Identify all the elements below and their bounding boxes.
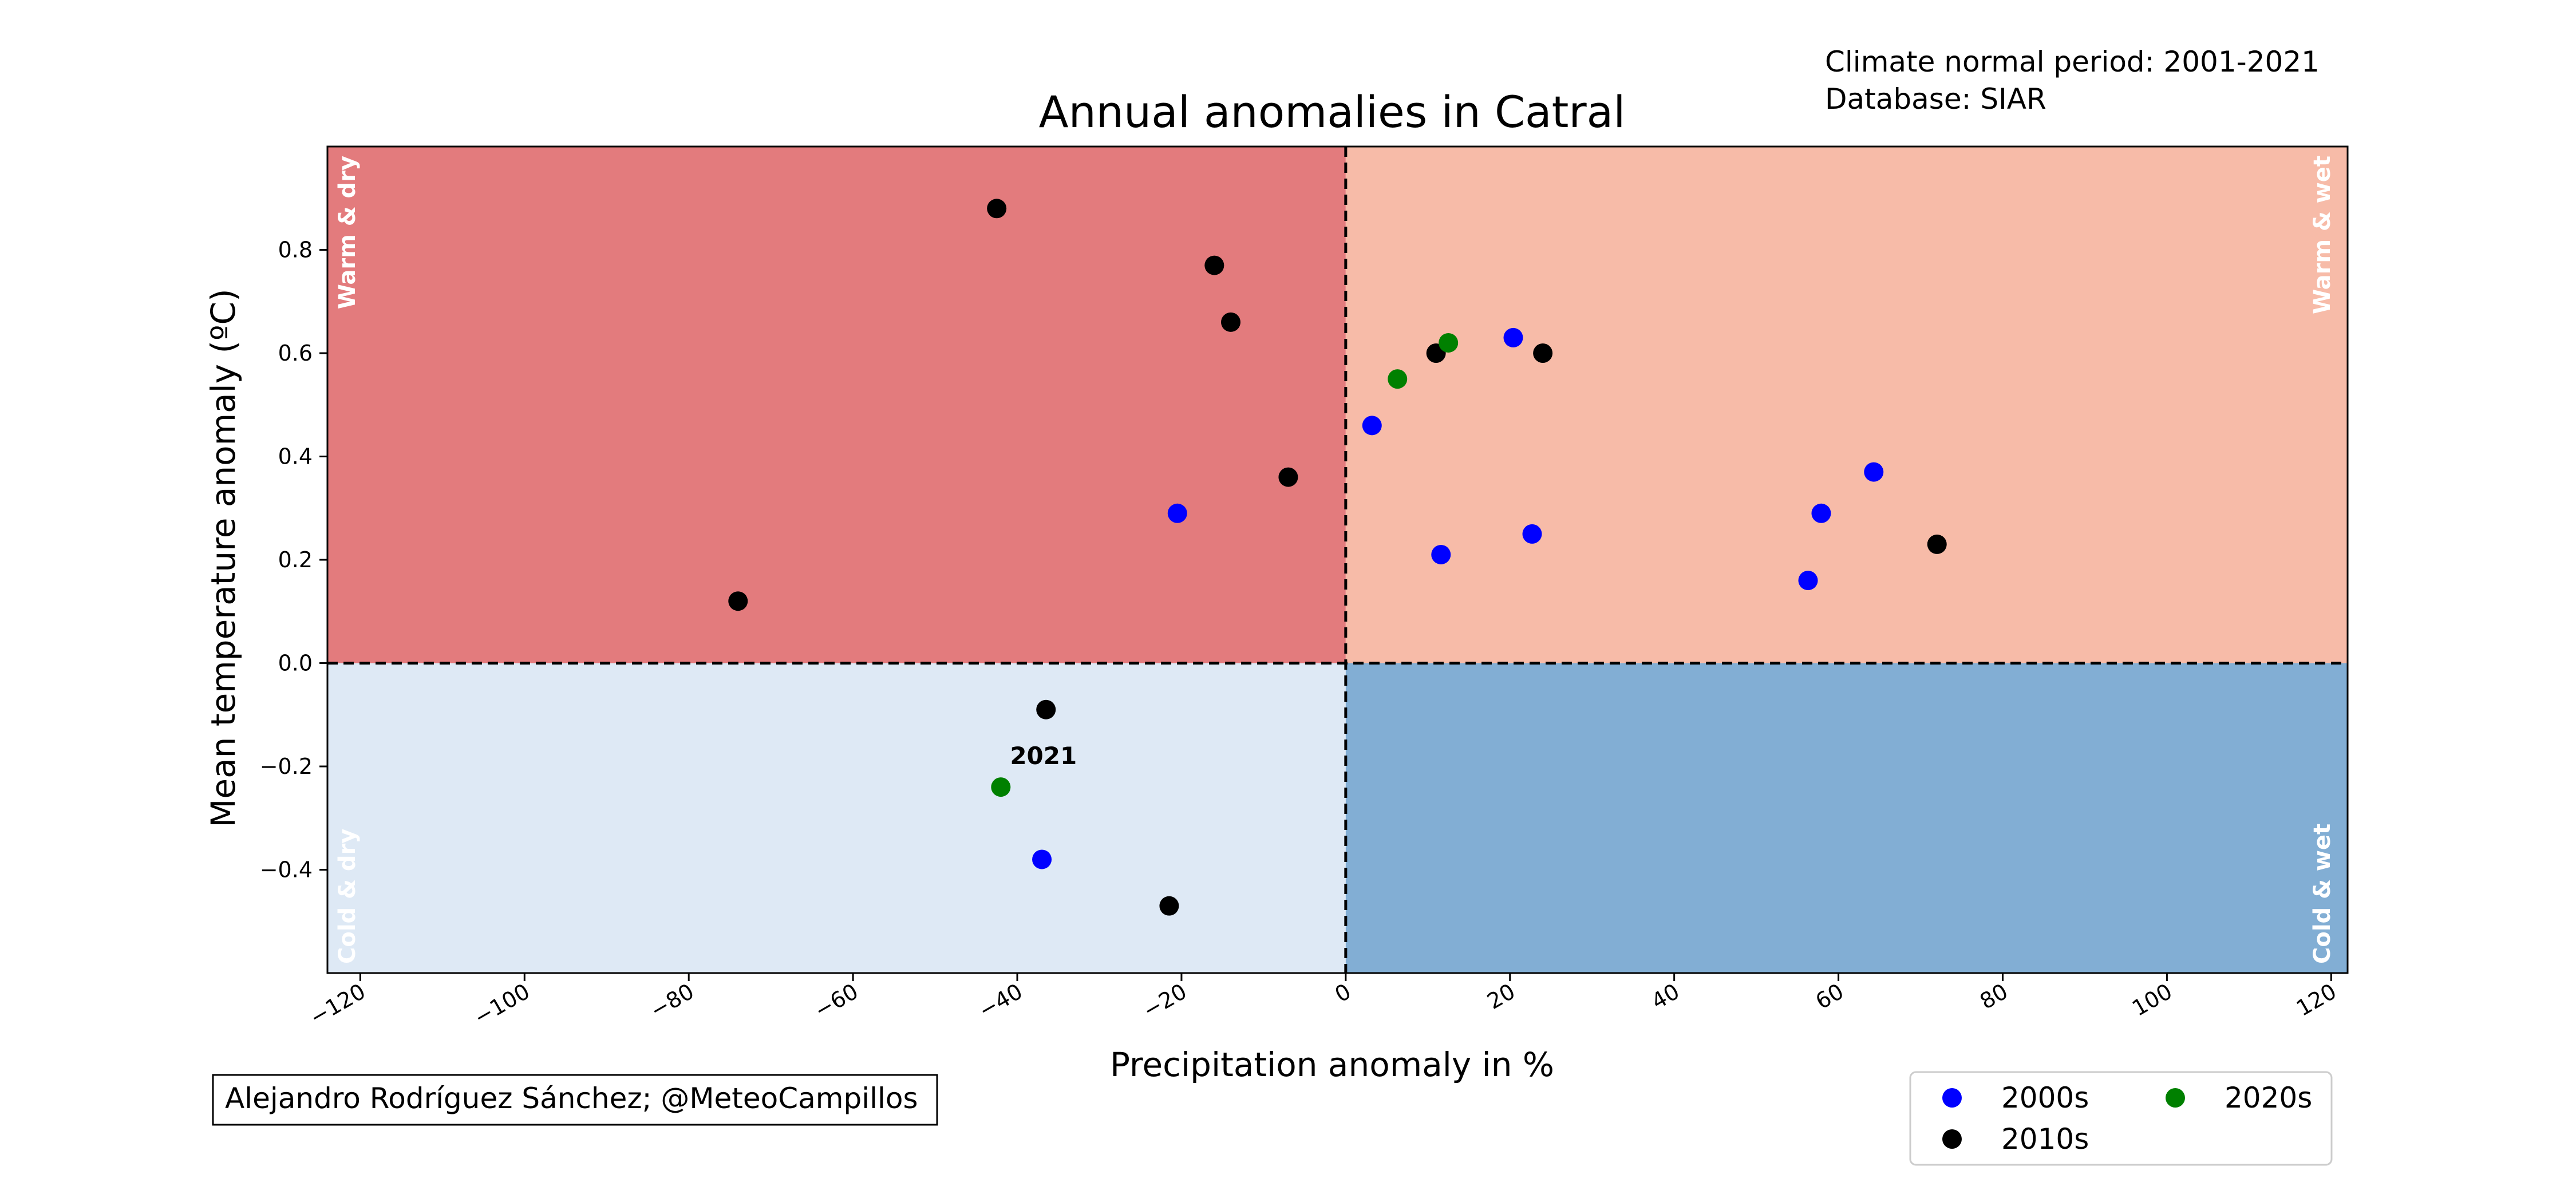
point-2020s — [991, 777, 1011, 797]
x-tick-label: −120 — [305, 979, 369, 1030]
x-tick-label: 60 — [1811, 979, 1848, 1014]
point-2020s — [1439, 333, 1459, 353]
y-axis-ticks: −0.4 −0.2 0.0 0.2 0.4 0.6 0.8 — [260, 238, 327, 883]
point-annotation: 2021 — [1010, 742, 1077, 770]
legend-marker-2020s — [2166, 1088, 2185, 1108]
x-tick-label: −20 — [1139, 979, 1191, 1023]
quadrant-label: Cold & wet — [2309, 824, 2336, 964]
quadrant-label: Warm & wet — [2309, 156, 2336, 314]
point-2010s — [1204, 255, 1224, 275]
point-2010s — [1927, 534, 1947, 554]
data-points — [728, 199, 1947, 916]
y-axis-label: Mean temperature anomaly (ºC) — [204, 288, 243, 827]
credit-box — [212, 1074, 938, 1126]
legend: 2000s 2010s 2020s — [1909, 1071, 2333, 1166]
point-2010s — [728, 591, 748, 611]
point-2010s — [1533, 343, 1553, 363]
x-tick-label: −40 — [974, 979, 1026, 1023]
y-tick-label: 0.0 — [278, 651, 313, 676]
x-tick-label: 120 — [2292, 979, 2341, 1021]
x-axis-label: Precipitation anomaly in % — [1110, 1045, 1554, 1084]
quadrant-labels: Warm & dry Warm & wet Cold & dry Cold & wet — [334, 156, 2336, 964]
point-2010s — [987, 199, 1007, 219]
y-tick-label: 0.4 — [278, 444, 313, 469]
quadrant-warm-dry — [327, 147, 1346, 663]
x-tick-label: −80 — [646, 979, 698, 1023]
x-tick-label: −60 — [810, 979, 862, 1023]
legend-box — [1909, 1071, 2333, 1166]
point-2000s — [1503, 327, 1523, 347]
y-tick-label: 0.8 — [278, 238, 313, 263]
legend-marker-2010s — [1942, 1129, 1962, 1149]
quadrant-label: Cold & dry — [334, 829, 361, 964]
point-2000s — [1431, 544, 1451, 564]
legend-label-2010s: 2010s — [2001, 1122, 2089, 1156]
point-2010s — [1278, 467, 1298, 487]
point-2010s — [1159, 896, 1179, 916]
quadrant-backgrounds — [327, 147, 2348, 973]
point-2000s — [1032, 849, 1052, 869]
point-2010s — [1221, 312, 1241, 332]
x-tick-label: 20 — [1483, 979, 1519, 1014]
x-tick-label: −100 — [469, 979, 534, 1030]
x-tick-label: 80 — [1976, 979, 2012, 1014]
point-2000s — [1798, 571, 1818, 591]
point-2000s — [1167, 503, 1187, 523]
legend-marker-2000s — [1942, 1088, 1962, 1108]
point-2010s — [1036, 699, 1056, 719]
x-tick-label: 100 — [2128, 979, 2176, 1021]
y-tick-label: −0.2 — [260, 754, 313, 779]
x-tick-label: 40 — [1647, 979, 1684, 1014]
quadrant-cold-wet — [1345, 663, 2348, 973]
x-tick-label: 0 — [1330, 979, 1355, 1007]
y-tick-label: 0.2 — [278, 547, 313, 572]
point-2020s — [1388, 369, 1408, 389]
legend-label-2000s: 2000s — [2001, 1081, 2089, 1114]
chart-title: Annual anomalies in Catral — [1039, 86, 1626, 137]
database-note: Database: SIAR — [1825, 82, 2046, 116]
y-tick-label: −0.4 — [260, 857, 313, 883]
y-tick-label: 0.6 — [278, 341, 313, 366]
x-axis-ticks: −120 −100 −80 −60 −40 −20 0 20 40 60 80 100 120 — [305, 973, 2341, 1030]
annotations: 2021 — [1010, 742, 1077, 770]
point-2000s — [1362, 416, 1382, 436]
point-2000s — [1864, 462, 1884, 482]
climate-period-note: Climate normal period: 2001-2021 — [1825, 45, 2320, 78]
reference-lines — [327, 147, 2348, 973]
credit-text: Alejandro Rodríguez Sánchez; @MeteoCampi… — [225, 1082, 918, 1115]
quadrant-label: Warm & dry — [334, 156, 361, 309]
quadrant-cold-dry — [327, 663, 1346, 973]
point-2000s — [1522, 524, 1542, 544]
legend-label-2020s: 2020s — [2225, 1081, 2312, 1114]
point-2000s — [1811, 503, 1831, 523]
quadrant-warm-wet — [1345, 147, 2348, 663]
